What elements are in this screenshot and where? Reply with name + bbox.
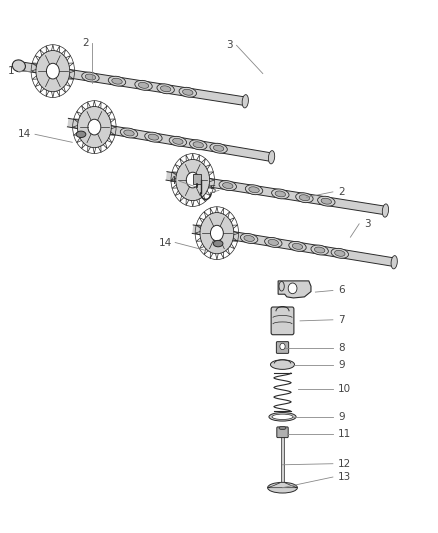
Text: 14: 14 [18, 130, 32, 139]
Ellipse shape [314, 247, 325, 253]
Ellipse shape [292, 244, 303, 249]
Circle shape [78, 107, 111, 148]
Ellipse shape [124, 130, 134, 136]
FancyBboxPatch shape [271, 307, 294, 335]
Ellipse shape [145, 132, 162, 142]
Ellipse shape [391, 256, 397, 269]
Ellipse shape [275, 191, 286, 197]
Ellipse shape [268, 239, 279, 245]
Ellipse shape [244, 236, 254, 241]
Text: 8: 8 [338, 343, 345, 352]
Circle shape [288, 283, 297, 294]
Circle shape [280, 343, 285, 350]
Ellipse shape [85, 74, 95, 80]
Circle shape [186, 172, 199, 188]
Bar [281, 435, 284, 482]
Ellipse shape [213, 145, 224, 151]
Ellipse shape [335, 251, 345, 256]
Ellipse shape [219, 181, 237, 190]
Text: 2: 2 [82, 38, 88, 47]
Ellipse shape [245, 185, 263, 195]
Text: 9: 9 [338, 360, 345, 369]
Text: 1: 1 [7, 67, 14, 76]
Circle shape [46, 63, 59, 79]
Ellipse shape [160, 86, 171, 92]
FancyBboxPatch shape [276, 342, 289, 353]
Circle shape [200, 213, 234, 254]
Polygon shape [192, 225, 395, 266]
Circle shape [176, 159, 210, 200]
Polygon shape [67, 118, 272, 161]
Ellipse shape [265, 237, 282, 247]
Ellipse shape [321, 198, 332, 204]
Ellipse shape [190, 140, 207, 150]
Ellipse shape [240, 233, 258, 244]
Text: 9: 9 [338, 412, 345, 422]
Text: 13: 13 [338, 472, 351, 482]
Ellipse shape [382, 204, 389, 217]
FancyBboxPatch shape [193, 174, 201, 184]
Polygon shape [278, 281, 311, 298]
Ellipse shape [223, 183, 233, 189]
Ellipse shape [269, 413, 296, 421]
Circle shape [88, 119, 101, 135]
Ellipse shape [289, 241, 306, 252]
Ellipse shape [272, 189, 289, 199]
Text: 5: 5 [209, 185, 215, 195]
Ellipse shape [76, 131, 86, 138]
Ellipse shape [157, 84, 174, 94]
Ellipse shape [318, 196, 335, 206]
Text: 2: 2 [338, 187, 345, 197]
Ellipse shape [279, 426, 286, 430]
Ellipse shape [242, 95, 248, 108]
Ellipse shape [279, 281, 284, 291]
Text: 6: 6 [338, 286, 345, 295]
Text: 10: 10 [338, 384, 351, 394]
Ellipse shape [268, 482, 297, 493]
Text: 12: 12 [338, 459, 351, 469]
Ellipse shape [296, 193, 313, 203]
Ellipse shape [272, 414, 293, 419]
Ellipse shape [12, 60, 25, 72]
Ellipse shape [299, 195, 310, 201]
Text: 3: 3 [226, 41, 233, 50]
Ellipse shape [148, 134, 159, 140]
Ellipse shape [210, 143, 227, 153]
Ellipse shape [311, 245, 328, 255]
Polygon shape [166, 172, 386, 215]
Text: 14: 14 [159, 238, 172, 247]
Ellipse shape [138, 83, 149, 88]
Ellipse shape [193, 142, 204, 148]
Ellipse shape [112, 78, 122, 84]
Text: 3: 3 [364, 219, 371, 229]
FancyBboxPatch shape [277, 427, 288, 438]
Text: 7: 7 [338, 315, 345, 325]
Ellipse shape [173, 138, 183, 144]
Ellipse shape [268, 151, 275, 164]
Polygon shape [24, 62, 246, 106]
Ellipse shape [270, 360, 294, 369]
Ellipse shape [169, 136, 187, 146]
Ellipse shape [120, 128, 138, 138]
Circle shape [210, 225, 223, 241]
Ellipse shape [179, 87, 197, 97]
Ellipse shape [82, 72, 99, 82]
Text: 4: 4 [170, 176, 176, 186]
Text: 11: 11 [338, 430, 351, 439]
Circle shape [36, 51, 70, 92]
Ellipse shape [249, 187, 259, 193]
Ellipse shape [331, 248, 349, 259]
Ellipse shape [135, 80, 152, 90]
Polygon shape [268, 482, 297, 488]
Ellipse shape [108, 76, 126, 86]
Ellipse shape [183, 90, 193, 95]
Ellipse shape [213, 240, 223, 247]
